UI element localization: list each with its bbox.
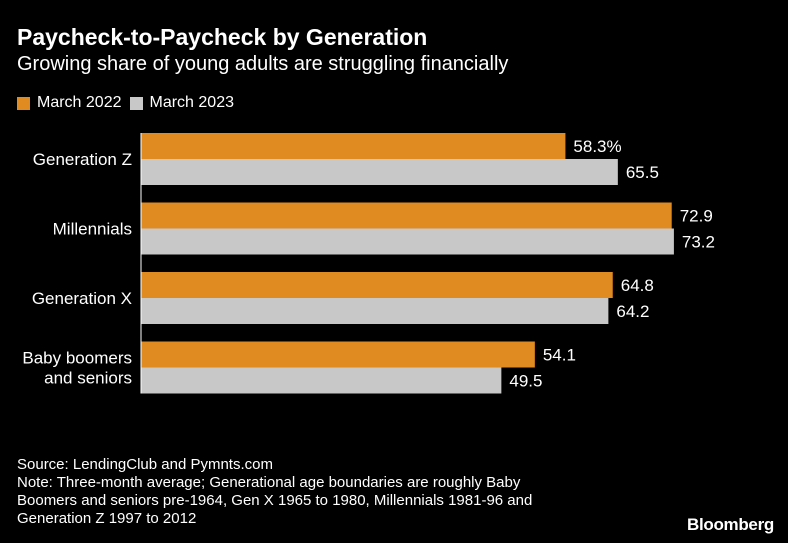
data-label: 73.2 <box>682 233 715 252</box>
source-note: Source: LendingClub and Pymnts.com <box>17 456 273 473</box>
legend-swatch-march-2023 <box>129 96 143 110</box>
legend: March 2022 March 2023 <box>17 94 242 112</box>
bar <box>141 202 672 229</box>
category-label-line: Baby boomers <box>22 349 132 368</box>
methodology-note: Note: Three-month average; Generational … <box>17 474 533 527</box>
bar <box>141 228 674 255</box>
category-label: Baby boomers and seniors <box>22 349 132 388</box>
data-label: 49.5 <box>509 372 542 391</box>
category-label: Generation Z <box>33 150 132 169</box>
category-label: Generation X <box>32 289 132 308</box>
bar <box>141 341 535 368</box>
legend-label-march-2023: March 2023 <box>149 94 235 111</box>
data-label: 58.3% <box>573 137 621 156</box>
bar <box>141 272 613 298</box>
chart-title: Paycheck-to-Paycheck by Generation <box>17 24 428 50</box>
legend-label-march-2022: March 2022 <box>37 94 122 111</box>
category-label-line: Generation Z <box>33 150 132 169</box>
legend-item-march-2022: March 2022 <box>17 94 122 112</box>
category-label: Millennials <box>53 220 132 239</box>
bar <box>141 133 566 159</box>
bloomberg-logo: Bloomberg <box>686 515 774 534</box>
data-label: 64.8 <box>621 276 654 295</box>
bar <box>141 159 618 185</box>
data-label: 65.5 <box>626 163 659 182</box>
bar <box>141 298 609 324</box>
category-label-line: Millennials <box>53 220 132 239</box>
chart-footer: Source: LendingClub and Pymnts.com Note:… <box>17 456 577 528</box>
bar <box>141 367 502 394</box>
category-label-line: Generation X <box>32 289 132 308</box>
data-label: 54.1 <box>543 346 576 365</box>
data-label: 64.2 <box>616 302 649 321</box>
legend-item-march-2023: March 2023 <box>129 94 235 112</box>
category-label-line: and seniors <box>44 369 132 388</box>
chart-subtitle: Growing share of young adults are strugg… <box>17 53 509 75</box>
data-label: 72.9 <box>680 207 713 226</box>
legend-swatch-march-2022 <box>17 96 30 110</box>
